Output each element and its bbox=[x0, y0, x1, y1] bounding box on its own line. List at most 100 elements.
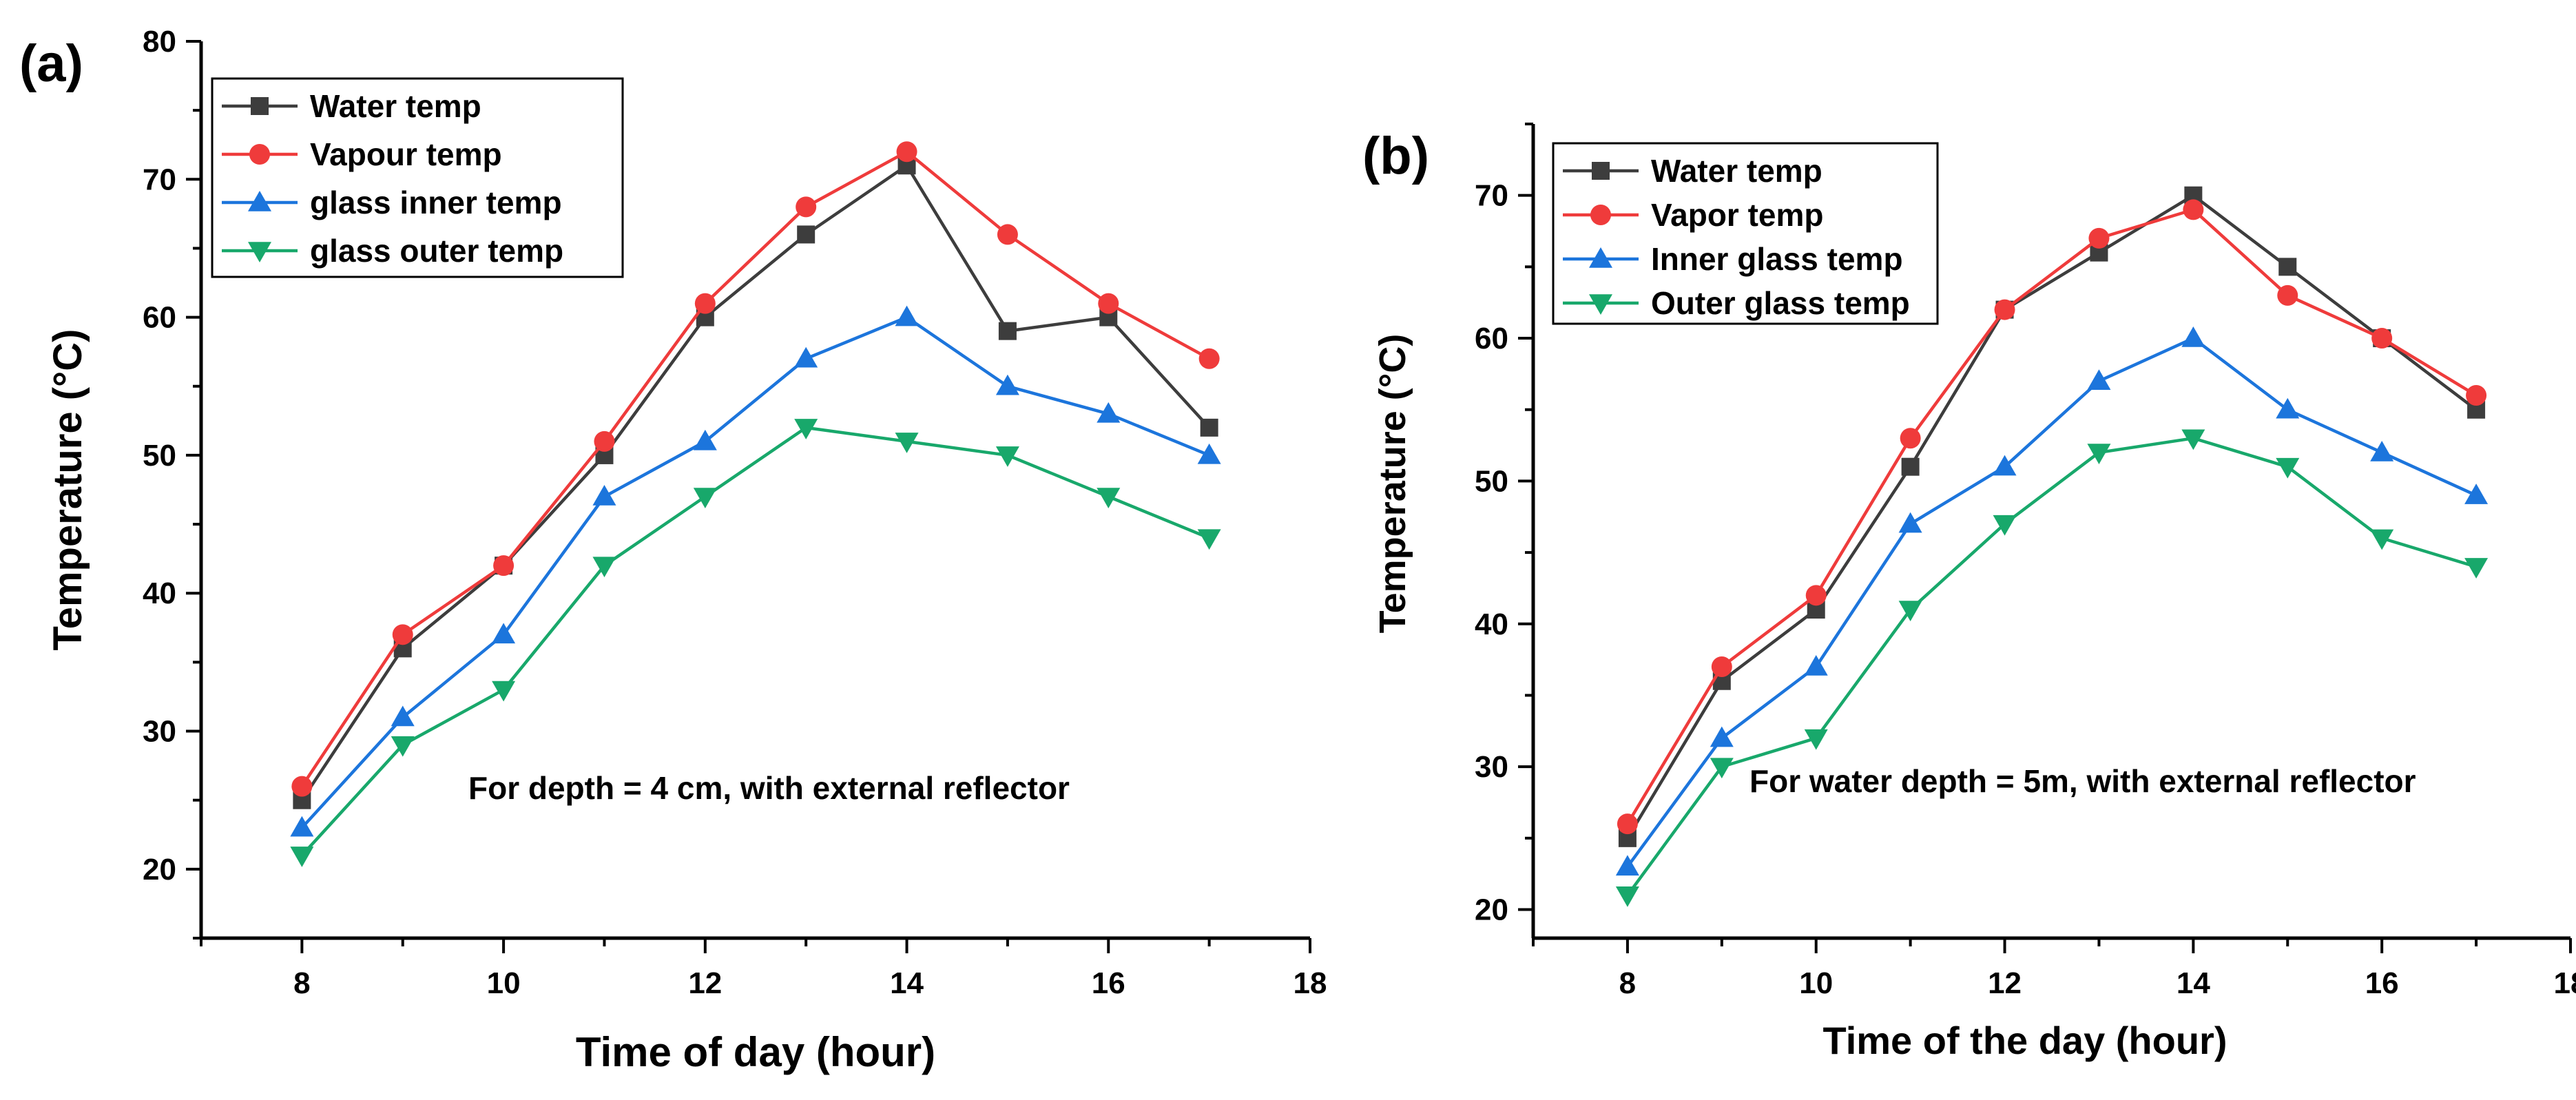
x-tick-label: 12 bbox=[1988, 966, 2022, 1000]
series-line bbox=[1626, 436, 2477, 897]
data-point bbox=[896, 141, 917, 163]
data-point bbox=[1804, 729, 1828, 750]
legend-label: glass inner temp bbox=[310, 185, 562, 220]
data-point bbox=[998, 322, 1017, 340]
data-point bbox=[1994, 299, 2015, 320]
panel-label: (b) bbox=[1362, 127, 1429, 185]
legend-label: Water temp bbox=[1651, 153, 1822, 189]
data-point bbox=[1993, 455, 2017, 476]
legend-label: Vapor temp bbox=[1651, 197, 1824, 233]
y-axis-title: Temperature (°C) bbox=[1372, 334, 1413, 634]
data-point bbox=[995, 374, 1019, 395]
legend-box bbox=[1552, 142, 1939, 325]
data-point bbox=[2278, 258, 2297, 276]
legend-label: Inner glass temp bbox=[1651, 241, 1903, 277]
data-point bbox=[492, 681, 516, 702]
data-point bbox=[1197, 443, 1221, 464]
y-tick-label: 30 bbox=[143, 715, 176, 749]
x-tick-label: 14 bbox=[890, 966, 924, 1000]
data-point bbox=[1098, 293, 1119, 314]
x-tick-label: 16 bbox=[1092, 966, 1125, 1000]
series-line bbox=[300, 164, 1211, 801]
data-point bbox=[1197, 529, 1221, 550]
data-point bbox=[1898, 512, 1922, 533]
y-tick-label: 20 bbox=[143, 853, 176, 886]
y-tick-label: 70 bbox=[143, 163, 176, 196]
y-tick-label: 70 bbox=[1475, 179, 1508, 213]
series-line bbox=[300, 426, 1210, 857]
data-point bbox=[1710, 758, 1734, 779]
data-point bbox=[2464, 484, 2489, 504]
legend-label: Water temp bbox=[310, 88, 481, 124]
y-tick-label: 20 bbox=[1475, 893, 1508, 927]
chart-panel-a: 8 10 12 14 16 18 20 30 40 50 60 70 80 (a) Time of day … bbox=[19, 25, 1327, 1075]
legend-box bbox=[211, 77, 624, 278]
legend-swatch-marker bbox=[1589, 294, 1612, 315]
data-point bbox=[2276, 457, 2300, 479]
legend: Water temp Vapour temp glass inner temp gla… bbox=[211, 77, 624, 278]
x-axis-title: Time of the day (hour) bbox=[1823, 1019, 2227, 1062]
y-tick-label: 50 bbox=[143, 439, 176, 473]
y-tick-label: 60 bbox=[1475, 322, 1508, 355]
series-vapor-temp bbox=[1617, 199, 2487, 835]
data-point bbox=[594, 430, 615, 452]
x-axis-title: Time of day (hour) bbox=[576, 1029, 935, 1075]
data-point bbox=[895, 433, 919, 453]
data-point bbox=[1097, 488, 1121, 509]
data-point bbox=[2371, 328, 2393, 349]
y-tick-label: 40 bbox=[1475, 608, 1508, 641]
x-tick-label: 8 bbox=[1619, 966, 1636, 1000]
x-tick-label: 10 bbox=[487, 966, 521, 1000]
x-tick-label: 18 bbox=[1294, 966, 1327, 1000]
legend-swatch-marker bbox=[1590, 205, 1611, 225]
data-point bbox=[693, 488, 717, 509]
series-glass-inner-temp bbox=[290, 305, 1221, 837]
data-point bbox=[391, 736, 415, 757]
series-inner-glass-temp bbox=[1615, 326, 2489, 876]
x-tick-label: 14 bbox=[2177, 966, 2210, 1000]
chart-panel-b: 8 10 12 14 16 18 20 30 40 50 60 70 (b) Time of the da… bbox=[1362, 123, 2576, 1062]
data-point bbox=[1710, 726, 1734, 747]
data-point bbox=[694, 293, 716, 314]
x-tick-label: 10 bbox=[1799, 966, 1833, 1000]
data-point bbox=[693, 429, 717, 450]
legend-label: glass outer temp bbox=[310, 233, 563, 269]
legend-label: Outer glass temp bbox=[1651, 285, 1910, 321]
legend-swatch-marker bbox=[1592, 162, 1610, 180]
legend-label: Vapour temp bbox=[310, 136, 502, 172]
data-point bbox=[2464, 558, 2489, 579]
data-point bbox=[797, 225, 816, 244]
data-point bbox=[794, 419, 818, 439]
data-point bbox=[2466, 385, 2487, 406]
y-tick-label: 60 bbox=[143, 301, 176, 335]
data-point bbox=[2181, 326, 2205, 347]
data-point bbox=[1900, 428, 1921, 449]
data-point bbox=[2181, 429, 2205, 450]
data-point bbox=[492, 623, 516, 644]
series-line bbox=[1625, 194, 2478, 840]
data-point bbox=[1615, 886, 1639, 907]
data-point bbox=[794, 346, 818, 368]
data-point bbox=[392, 624, 413, 645]
data-point bbox=[1901, 457, 1920, 476]
x-tick-label: 8 bbox=[293, 966, 310, 1000]
data-point bbox=[1097, 402, 1121, 423]
series-line bbox=[300, 149, 1210, 787]
y-tick-label: 30 bbox=[1475, 750, 1508, 784]
data-point bbox=[592, 485, 616, 506]
data-point bbox=[2087, 369, 2111, 391]
data-point bbox=[493, 555, 515, 577]
data-point bbox=[2087, 444, 2111, 464]
data-point bbox=[895, 305, 919, 326]
y-tick-label: 40 bbox=[143, 577, 176, 610]
data-point bbox=[1805, 585, 1827, 606]
y-tick-label: 80 bbox=[143, 25, 176, 59]
y-axis-title: Temperature (°C) bbox=[45, 329, 90, 651]
data-point bbox=[1617, 813, 1638, 835]
series-line bbox=[300, 315, 1210, 829]
y-tick-label: 50 bbox=[1475, 464, 1508, 498]
data-point bbox=[290, 816, 314, 837]
series-glass-outer-temp bbox=[290, 419, 1221, 867]
chart-annotation: For depth = 4 cm, with external reflecto… bbox=[468, 770, 1070, 806]
data-point bbox=[2183, 199, 2204, 220]
